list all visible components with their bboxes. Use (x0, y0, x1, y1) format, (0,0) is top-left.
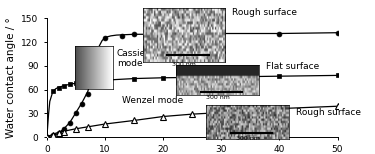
Text: 300 nm: 300 nm (172, 62, 196, 67)
Text: Rough surface: Rough surface (232, 8, 297, 17)
Text: Flat surface: Flat surface (266, 62, 320, 71)
Text: 300 nm: 300 nm (236, 136, 260, 141)
Text: 300 nm: 300 nm (206, 95, 230, 100)
Text: Cassie
mode: Cassie mode (117, 49, 146, 68)
Y-axis label: Water contact angle / °: Water contact angle / ° (6, 17, 16, 138)
Text: Wenzel mode: Wenzel mode (122, 96, 184, 105)
Text: Rough surface: Rough surface (296, 108, 361, 117)
